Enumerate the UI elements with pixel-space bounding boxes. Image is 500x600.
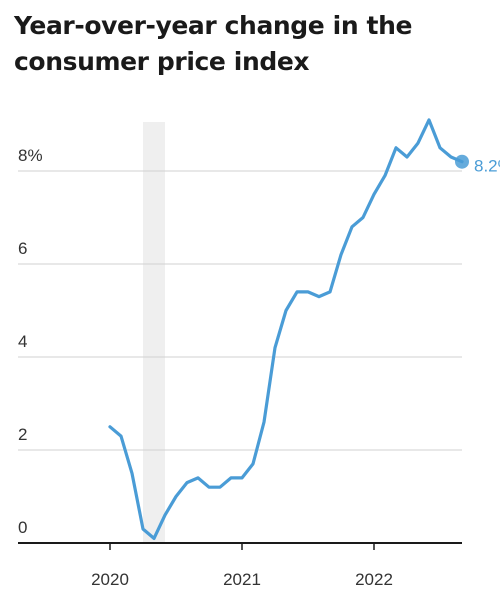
y-tick-label: 4	[18, 332, 27, 351]
x-tick-label: 2021	[223, 570, 261, 589]
recession-shade	[143, 122, 165, 543]
x-tick-label: 2020	[91, 570, 129, 589]
end-value-label: 8.2%	[474, 157, 500, 176]
end-point-marker	[455, 154, 469, 169]
y-tick-label: 6	[18, 239, 27, 258]
cpi-series-line	[108, 118, 464, 541]
y-tick-label: 8%	[18, 146, 43, 165]
y-tick-label: 0	[18, 518, 27, 537]
x-tick-label: 2022	[355, 570, 393, 589]
chart-title: Year-over-year change in the consumer pr…	[14, 11, 413, 76]
y-tick-label: 2	[18, 425, 27, 444]
